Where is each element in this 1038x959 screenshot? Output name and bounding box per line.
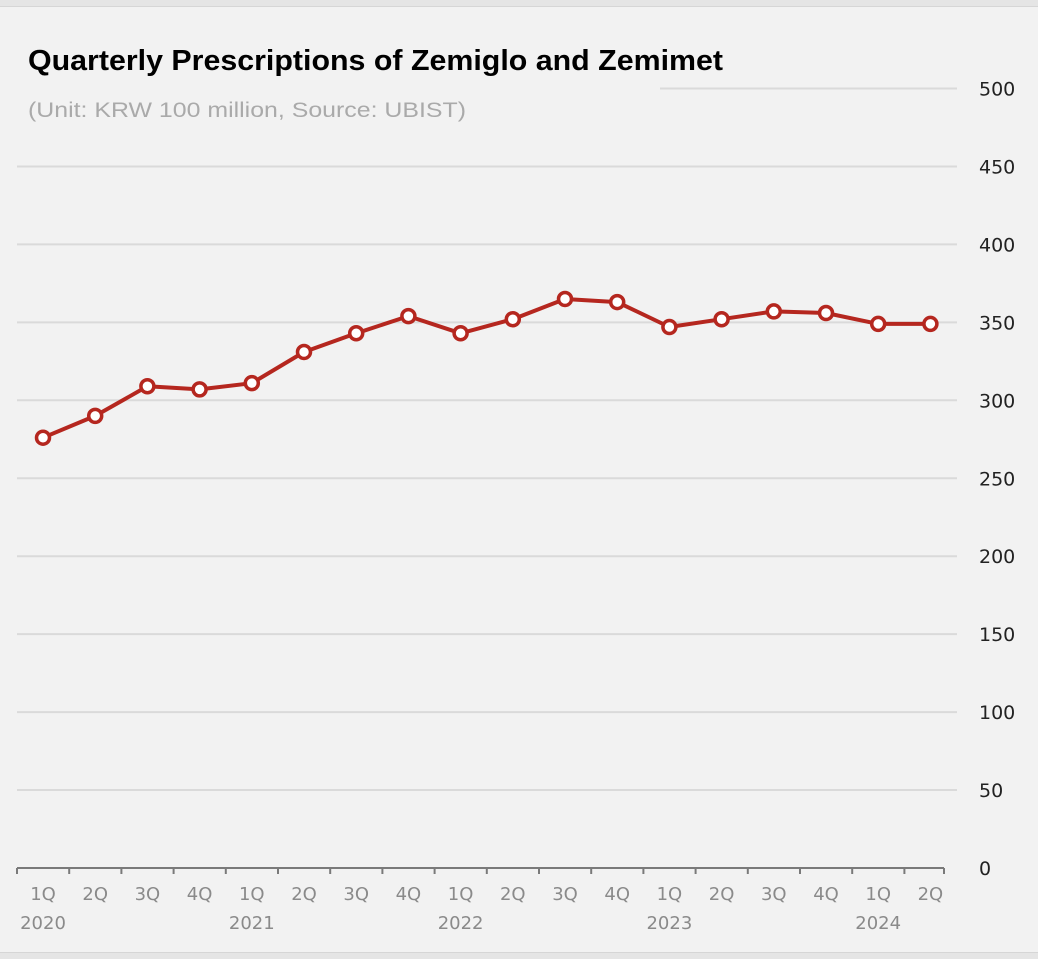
bottom-border bbox=[0, 952, 1038, 959]
data-point-marker bbox=[556, 290, 574, 308]
data-point-marker bbox=[243, 374, 261, 392]
x-tick-label: 3Q bbox=[552, 884, 578, 905]
top-border bbox=[0, 0, 1038, 7]
data-point-marker bbox=[347, 325, 365, 342]
x-tick-label: 4Q bbox=[396, 884, 422, 905]
x-tick-label: 4Q bbox=[187, 884, 213, 905]
x-axis-labels: 1Q 2Q 3Q 4Q 1Q 2Q 3Q 4Q 1Q 2Q 3Q 4Q 1Q 2Q 3Q 4Q 1Q 2Q 2020… bbox=[20, 884, 943, 934]
x-tick-label: 2Q bbox=[709, 884, 735, 905]
data-point-marker bbox=[817, 304, 835, 322]
y-tick-label: 500 bbox=[979, 79, 1015, 101]
x-year-label: 2022 bbox=[438, 913, 484, 934]
x-axis bbox=[16, 867, 945, 874]
data-point-marker bbox=[504, 310, 522, 328]
data-point-marker bbox=[400, 307, 417, 325]
x-tick-label: 2Q bbox=[918, 884, 944, 905]
x-tick-label: 1Q bbox=[865, 884, 891, 905]
data-point-marker bbox=[452, 325, 469, 342]
data-point-marker bbox=[869, 315, 887, 333]
y-tick-label: 200 bbox=[979, 546, 1015, 568]
data-point-marker bbox=[922, 315, 939, 333]
y-tick-label: 50 bbox=[979, 780, 1003, 802]
x-year-label: 2024 bbox=[855, 913, 901, 934]
x-tick-label: 3Q bbox=[761, 884, 787, 905]
x-tick-label: 4Q bbox=[604, 884, 630, 905]
data-point-marker bbox=[661, 318, 678, 336]
data-point-marker bbox=[191, 381, 208, 398]
data-point-marker bbox=[34, 429, 52, 446]
y-tick-label: 100 bbox=[979, 702, 1015, 724]
x-year-label: 2023 bbox=[646, 913, 692, 934]
chart-title: Quarterly Prescriptions of Zemiglo and Z… bbox=[28, 45, 723, 77]
y-tick-label: 450 bbox=[979, 156, 1015, 178]
x-year-label: 2021 bbox=[229, 913, 275, 934]
y-axis-labels: 0 50 100 150 200 250 300 350 400 450 500 bbox=[979, 79, 1015, 881]
x-tick-label: 1Q bbox=[239, 884, 265, 905]
y-tick-label: 0 bbox=[979, 858, 991, 880]
y-tick-label: 150 bbox=[979, 624, 1015, 646]
x-tick-label: 1Q bbox=[30, 884, 56, 905]
x-tick-label: 1Q bbox=[448, 884, 474, 905]
y-tick-label: 300 bbox=[979, 390, 1015, 412]
data-point-marker bbox=[713, 310, 730, 328]
gridlines bbox=[17, 87, 957, 792]
x-tick-label: 2Q bbox=[291, 884, 317, 905]
data-point-marker bbox=[295, 343, 313, 361]
y-tick-label: 250 bbox=[979, 468, 1015, 490]
x-tick-label: 2Q bbox=[82, 884, 108, 905]
y-tick-label: 350 bbox=[979, 312, 1015, 334]
x-tick-label: 2Q bbox=[500, 884, 526, 905]
x-tick-label: 3Q bbox=[343, 884, 369, 905]
data-point-marker bbox=[139, 378, 156, 395]
data-point-marker bbox=[765, 303, 783, 320]
series-line bbox=[41, 297, 933, 440]
y-tick-label: 400 bbox=[979, 234, 1015, 256]
chart-subtitle: (Unit: KRW 100 million, Source: UBIST) bbox=[28, 99, 466, 122]
data-point-marker bbox=[608, 293, 626, 311]
x-tick-label: 4Q bbox=[813, 884, 839, 905]
x-tick-label: 1Q bbox=[657, 884, 683, 905]
data-series bbox=[34, 290, 939, 446]
x-year-label: 2020 bbox=[20, 913, 66, 934]
data-point-marker bbox=[86, 407, 104, 425]
x-tick-label: 3Q bbox=[135, 884, 161, 905]
